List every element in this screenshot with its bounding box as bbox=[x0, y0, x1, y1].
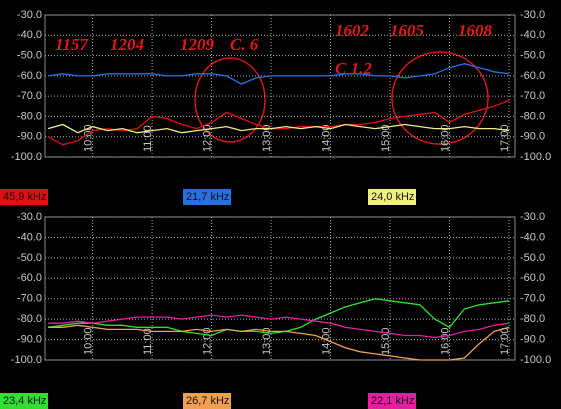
x-tick-label: 13:00 bbox=[261, 124, 273, 152]
legend-swatch bbox=[368, 393, 416, 409]
x-tick-label: 14:00 bbox=[320, 124, 332, 152]
legend-label: 24,0 kHz bbox=[371, 191, 414, 203]
y-tick-label: -30.0 bbox=[17, 9, 42, 21]
legend-swatch bbox=[183, 189, 231, 205]
y-tick-label-right: -80.0 bbox=[520, 313, 545, 325]
y-tick-label: -70.0 bbox=[17, 293, 42, 305]
y-tick-label: -100.0 bbox=[11, 354, 42, 366]
y-tick-label-right: -100.0 bbox=[520, 151, 551, 163]
y-tick-label: -70.0 bbox=[17, 90, 42, 102]
y-tick-label-right: -50.0 bbox=[520, 252, 545, 264]
y-tick-label-right: -50.0 bbox=[520, 49, 545, 61]
annotation: 1605 bbox=[390, 21, 425, 40]
y-tick-label-right: -40.0 bbox=[520, 29, 545, 41]
legend-swatch bbox=[0, 393, 48, 409]
x-tick-label: 12:00 bbox=[201, 124, 213, 152]
annotation: 1204 bbox=[110, 35, 144, 54]
y-tick-label-right: -70.0 bbox=[520, 293, 545, 305]
annotation: 1602 bbox=[335, 21, 370, 40]
y-tick-label: -90.0 bbox=[17, 333, 42, 345]
highlight-circle bbox=[194, 57, 266, 143]
series-line bbox=[48, 324, 510, 361]
y-tick-label-right: -100.0 bbox=[520, 354, 551, 366]
y-tick-label-right: -30.0 bbox=[520, 211, 545, 223]
y-tick-label: -80.0 bbox=[17, 110, 42, 122]
x-tick-label: 16:00 bbox=[439, 124, 451, 152]
x-tick-label: 10:00 bbox=[83, 327, 95, 355]
y-tick-label-right: -60.0 bbox=[520, 272, 545, 284]
annotation: C 1.2 bbox=[335, 59, 372, 78]
y-tick-label: -30.0 bbox=[17, 211, 42, 223]
x-tick-label: 15:00 bbox=[380, 327, 392, 355]
legend-swatch bbox=[183, 393, 231, 409]
legend-swatch bbox=[368, 189, 416, 205]
y-tick-label-right: -70.0 bbox=[520, 90, 545, 102]
y-tick-label: -100.0 bbox=[11, 151, 42, 163]
y-tick-label-right: -80.0 bbox=[520, 110, 545, 122]
y-tick-label-right: -90.0 bbox=[520, 333, 545, 345]
x-tick-label: 13:00 bbox=[261, 327, 273, 355]
x-tick-label: 15:00 bbox=[380, 124, 392, 152]
legend-label: 21,7 kHz bbox=[186, 191, 229, 203]
highlight-circle bbox=[391, 51, 489, 145]
annotation: 1157 bbox=[55, 35, 90, 54]
legend-label: 22,1 kHz bbox=[371, 395, 414, 407]
y-tick-label: -40.0 bbox=[17, 231, 42, 243]
annotation: C. 6 bbox=[230, 35, 259, 54]
legend-label: 45,9 kHz bbox=[3, 191, 46, 203]
y-tick-label: -90.0 bbox=[17, 131, 42, 143]
x-tick-label: 17:00 bbox=[499, 124, 511, 152]
legend-label: 26,7 kHz bbox=[186, 395, 229, 407]
y-tick-label-right: -30.0 bbox=[520, 9, 545, 21]
legend-label: 23,4 kHz bbox=[3, 395, 46, 407]
y-tick-label-right: -60.0 bbox=[520, 70, 545, 82]
annotation: 1608 bbox=[458, 21, 493, 40]
y-tick-label: -60.0 bbox=[17, 70, 42, 82]
x-tick-label: 11:00 bbox=[142, 328, 154, 355]
y-tick-label: -80.0 bbox=[17, 313, 42, 325]
series-line bbox=[47, 99, 510, 146]
y-tick-label: -50.0 bbox=[17, 49, 42, 61]
y-tick-label-right: -90.0 bbox=[520, 131, 545, 143]
legend-swatch bbox=[0, 189, 48, 205]
series-line bbox=[47, 298, 510, 337]
x-tick-label: 14:00 bbox=[320, 327, 332, 355]
series-line bbox=[47, 63, 510, 85]
y-tick-label: -60.0 bbox=[17, 272, 42, 284]
y-tick-label: -50.0 bbox=[17, 252, 42, 264]
y-tick-label: -40.0 bbox=[17, 29, 42, 41]
x-tick-label: 11:00 bbox=[142, 125, 154, 152]
x-tick-label: 16:00 bbox=[439, 327, 451, 355]
series-line bbox=[48, 314, 510, 339]
series-line bbox=[47, 123, 510, 134]
y-tick-label-right: -40.0 bbox=[520, 231, 545, 243]
x-tick-label: 17:00 bbox=[499, 327, 511, 355]
annotation: 1209 bbox=[180, 35, 215, 54]
